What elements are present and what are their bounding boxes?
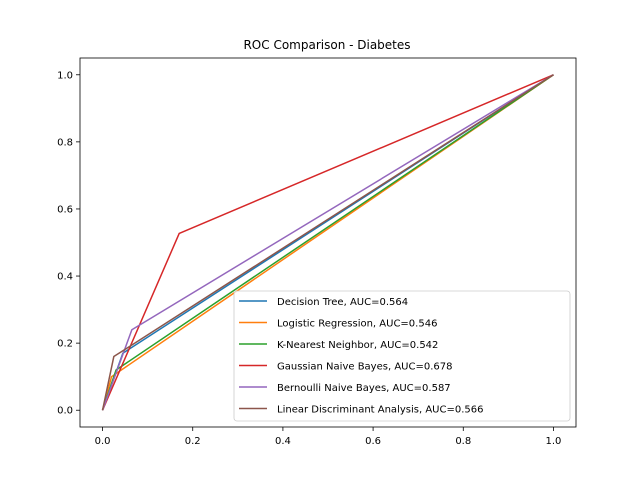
x-tick-label: 0.2 xyxy=(185,436,201,447)
legend-box xyxy=(233,290,571,422)
legend-label: Logistic Regression, AUC=0.546 xyxy=(277,319,437,330)
chart-title: ROC Comparison - Diabetes xyxy=(243,38,410,52)
x-tick-label: 0.8 xyxy=(455,436,471,447)
plot-frame xyxy=(79,57,577,428)
legend-label: Decision Tree, AUC=0.564 xyxy=(277,297,408,308)
axis-ticks: 0.0 0.2 0.4 0.6 0.8 1.0 0.0 0.2 0.4 0.6 0.8 1.0 xyxy=(57,70,561,447)
x-tick-label: 0.4 xyxy=(275,436,291,447)
series-line-5 xyxy=(101,74,554,411)
series-line-3 xyxy=(101,74,554,411)
y-tick-label: 0.0 xyxy=(57,406,73,417)
x-tick-label: 0.0 xyxy=(95,436,111,447)
y-tick-label: 1.0 xyxy=(57,70,73,81)
x-tick-label: 1.0 xyxy=(546,436,562,447)
legend-label: K-Nearest Neighbor, AUC=0.542 xyxy=(277,340,438,351)
legend: Decision Tree, AUC=0.564 Logistic Regress… xyxy=(233,290,571,422)
y-tick-label: 0.2 xyxy=(57,339,73,350)
legend-label: Linear Discriminant Analysis, AUC=0.566 xyxy=(277,405,483,416)
y-tick-label: 0.8 xyxy=(57,137,73,148)
y-tick-label: 0.6 xyxy=(57,204,73,215)
legend-label: Bernoulli Naive Bayes, AUC=0.587 xyxy=(277,383,451,394)
x-tick-label: 0.6 xyxy=(365,436,381,447)
y-tick-label: 0.4 xyxy=(57,272,73,283)
legend-label: Gaussian Naive Bayes, AUC=0.678 xyxy=(277,362,452,373)
series-line-4 xyxy=(101,74,554,411)
series-lines xyxy=(101,74,554,411)
